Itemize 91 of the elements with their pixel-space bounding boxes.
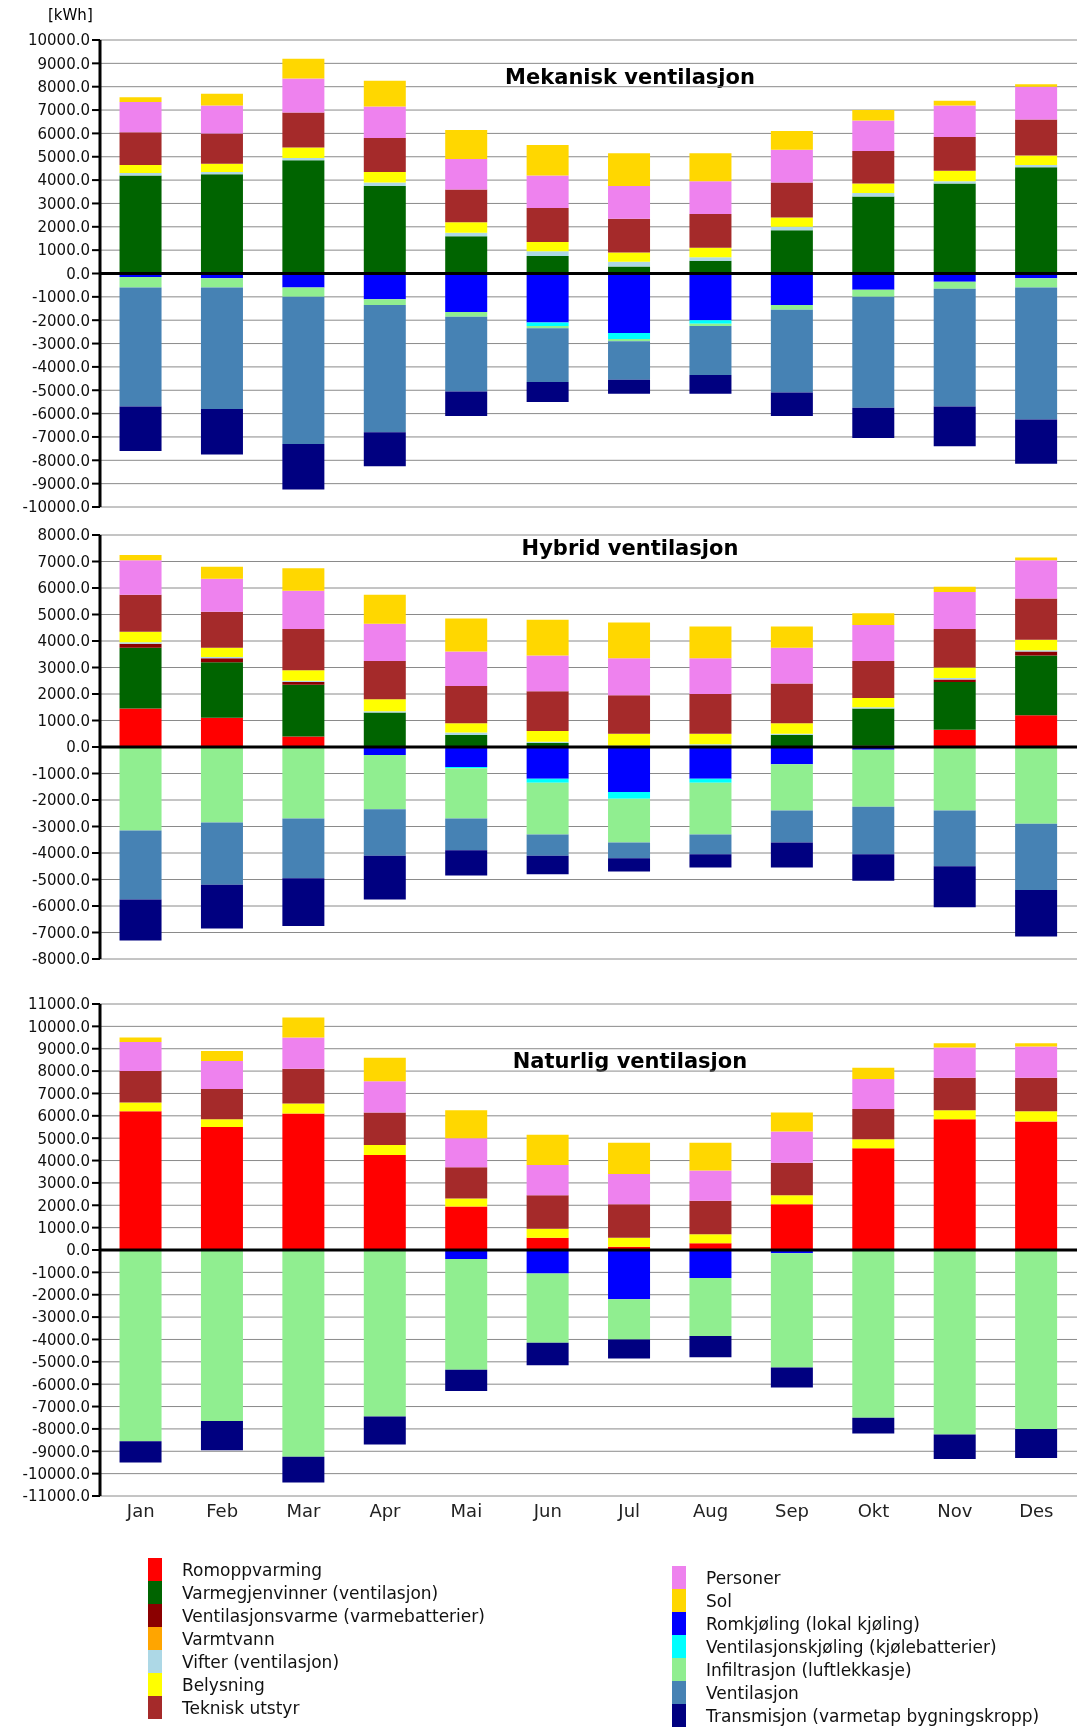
y-tick-label: 3000.0	[37, 194, 90, 213]
y-tick-label: -6000.0	[32, 404, 90, 423]
y-tick-label: 10000.0	[27, 1017, 90, 1036]
y-tick-label: -7000.0	[32, 1397, 90, 1416]
y-axis-title: [kWh]	[48, 6, 93, 24]
y-tick-label: -9000.0	[32, 1442, 90, 1461]
legend-label: Vifter (ventilasjon)	[182, 1651, 340, 1672]
y-tick-label: -1000.0	[32, 764, 90, 783]
y-tick-label: 0.0	[66, 1241, 90, 1260]
y-tick-label: 10000.0	[27, 31, 90, 50]
y-tick-label: 1000.0	[37, 711, 90, 730]
y-tick-label: -10000.0	[22, 1464, 90, 1483]
x-tick-label: Nov	[937, 1499, 973, 1521]
y-tick-label: -3000.0	[32, 817, 90, 836]
x-tick-label: Apr	[369, 1499, 402, 1521]
y-tick-label: -5000.0	[32, 1353, 90, 1372]
legend-label: Belysning	[182, 1674, 265, 1695]
y-tick-label: 0.0	[66, 264, 90, 283]
y-tick-label: 3000.0	[37, 1174, 90, 1193]
x-tick-label: Jul	[617, 1499, 641, 1521]
legend-label: Varmtvann	[182, 1628, 275, 1649]
y-tick-label: -8000.0	[32, 451, 90, 470]
x-tick-label: Mar	[286, 1499, 322, 1521]
y-tick-label: 8000.0	[37, 78, 90, 97]
legend-label: Varmegjenvinner (ventilasjon)	[182, 1582, 439, 1603]
x-tick-label: Jun	[532, 1499, 562, 1521]
x-tick-label: Aug	[693, 1499, 729, 1521]
y-tick-label: 7000.0	[37, 1084, 90, 1103]
y-tick-label: 8000.0	[37, 1062, 90, 1081]
y-tick-label: -4000.0	[32, 1330, 90, 1349]
y-tick-label: 7000.0	[37, 552, 90, 571]
y-tick-label: 4000.0	[37, 1151, 90, 1170]
legend-label: Infiltrasjon (luftlekkasje)	[706, 1659, 912, 1680]
legend-label: Transmisjon (varmetap bygningskropp)	[706, 1705, 1040, 1726]
x-tick-label: Okt	[857, 1499, 890, 1521]
y-tick-label: -4000.0	[32, 358, 90, 377]
legend-label: Romoppvarming	[182, 1559, 323, 1580]
y-tick-label: -2000.0	[32, 791, 90, 810]
legend-label: Ventilasjonsvarme (varmebatterier)	[182, 1605, 485, 1626]
y-tick-label: -1000.0	[32, 288, 90, 307]
y-tick-label: 0.0	[66, 738, 90, 757]
y-tick-label: -5000.0	[32, 870, 90, 889]
y-tick-label: 4000.0	[37, 632, 90, 651]
y-tick-label: -4000.0	[32, 844, 90, 863]
y-tick-label: -3000.0	[32, 1308, 90, 1327]
y-tick-label: 1000.0	[37, 241, 90, 260]
y-tick-label: 7000.0	[37, 101, 90, 120]
legend-label: Ventilasjonskjøling (kjølebatterier)	[706, 1636, 997, 1657]
chart-title: Hybrid ventilasjon	[520, 536, 740, 560]
y-tick-label: 3000.0	[37, 658, 90, 677]
legend-label: Sol	[706, 1590, 732, 1611]
y-tick-label: -7000.0	[32, 428, 90, 447]
x-tick-label: Des	[1019, 1499, 1054, 1521]
y-tick-label: 2000.0	[37, 685, 90, 704]
y-tick-label: 5000.0	[37, 605, 90, 624]
y-tick-label: 6000.0	[37, 124, 90, 143]
y-tick-label: -5000.0	[32, 381, 90, 400]
legend-label: Teknisk utstyr	[182, 1697, 300, 1718]
y-tick-label: 6000.0	[37, 1107, 90, 1126]
text: Naturlig ventilasjon	[511, 1049, 749, 1073]
y-tick-label: -11000.0	[22, 1487, 90, 1506]
x-tick-label: Feb	[206, 1499, 239, 1521]
y-tick-label: 5000.0	[37, 1129, 90, 1148]
y-tick-label: 1000.0	[37, 1218, 90, 1237]
text: Mekanisk ventilasjon	[504, 65, 756, 89]
y-tick-label: -10000.0	[22, 498, 90, 517]
y-tick-label: -2000.0	[32, 1286, 90, 1305]
y-tick-label: 5000.0	[37, 148, 90, 167]
y-tick-label: 8000.0	[37, 526, 90, 545]
y-tick-label: -8000.0	[32, 950, 90, 969]
x-tick-label: Mai	[450, 1499, 483, 1521]
y-tick-label: -1000.0	[32, 1263, 90, 1282]
y-tick-label: 6000.0	[37, 579, 90, 598]
y-tick-label: 4000.0	[37, 171, 90, 190]
y-tick-label: 2000.0	[37, 1196, 90, 1215]
y-tick-label: -7000.0	[32, 923, 90, 942]
y-tick-label: 9000.0	[37, 54, 90, 73]
legend-label: Personer	[706, 1567, 781, 1588]
y-tick-label: 11000.0	[27, 995, 90, 1014]
x-tick-label: Sep	[775, 1499, 810, 1521]
legend-label: Romkjøling (lokal kjøling)	[706, 1613, 920, 1634]
y-tick-label: -6000.0	[32, 1375, 90, 1394]
y-tick-label: -8000.0	[32, 1420, 90, 1439]
y-tick-label: 2000.0	[37, 218, 90, 237]
y-tick-label: -9000.0	[32, 474, 90, 493]
y-tick-label: -2000.0	[32, 311, 90, 330]
legend-label: Ventilasjon	[706, 1682, 799, 1703]
y-tick-label: -6000.0	[32, 897, 90, 916]
y-tick-label: -3000.0	[32, 334, 90, 353]
x-tick-label: Jan	[125, 1499, 155, 1521]
y-tick-label: 9000.0	[37, 1040, 90, 1059]
